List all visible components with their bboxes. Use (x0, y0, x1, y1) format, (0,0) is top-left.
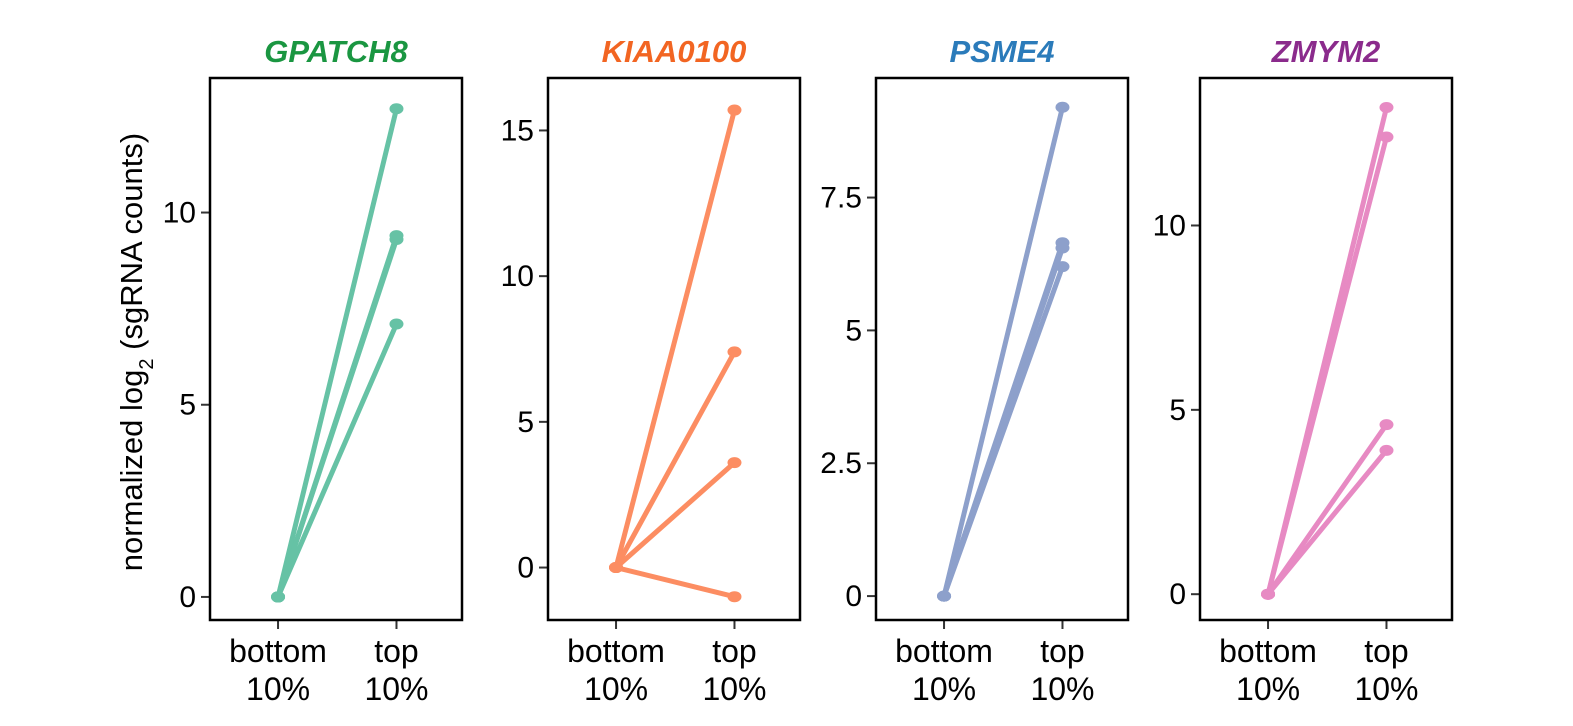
y-tick-label: 10 (1153, 209, 1186, 242)
x-tick-label-line: 10% (364, 671, 428, 707)
data-point (1055, 242, 1070, 254)
panel-title: PSME4 (949, 34, 1054, 69)
x-tick-label-line: 10% (1030, 671, 1094, 707)
series-4 (609, 562, 742, 603)
series-line (275, 236, 399, 600)
y-tick-label: 5 (179, 389, 196, 422)
data-point (727, 104, 742, 116)
x-tick-label-line: bottom (1219, 633, 1317, 669)
data-point (389, 103, 404, 115)
x-tick-label: top 10% (364, 633, 428, 707)
series-line (275, 106, 399, 600)
y-tick-label: 5 (517, 406, 534, 439)
data-point (1261, 588, 1276, 600)
series-line (613, 107, 737, 571)
y-axis-label-suffix: (sgRNA counts) (114, 133, 149, 359)
data-point (1055, 261, 1070, 273)
y-tick-label: 2.5 (820, 447, 862, 480)
data-point (1379, 131, 1394, 143)
series-line (941, 264, 1065, 599)
data-point (1379, 101, 1394, 113)
series-line (1265, 422, 1389, 597)
x-tick-label-line: 10% (246, 671, 310, 707)
x-tick-label: bottom 10% (229, 633, 327, 707)
x-tick-label-line: top (712, 633, 756, 669)
x-tick-label-line: 10% (912, 671, 976, 707)
series-4 (937, 261, 1070, 602)
x-tick-label-line: 10% (702, 671, 766, 707)
data-point (1379, 419, 1394, 431)
y-tick-label: 0 (1169, 578, 1186, 611)
x-tick-label: top 10% (702, 633, 766, 707)
data-point (1055, 101, 1070, 113)
y-axis-label: normalized log2 (sgRNA counts) (114, 133, 158, 571)
panel-frame (1198, 76, 1454, 622)
y-tick-label: 0 (845, 580, 862, 613)
x-tick-label-line: bottom (567, 633, 665, 669)
x-tick-label: bottom 10% (895, 633, 993, 707)
series-3 (1261, 419, 1394, 600)
y-tick-label: 0 (517, 552, 534, 585)
y-axis-label-subscript: 2 (136, 358, 158, 369)
y-tick-label: 15 (501, 114, 534, 147)
y-tick-label: 0 (179, 581, 196, 614)
data-point (609, 562, 624, 574)
x-tick-label: top 10% (1030, 633, 1094, 707)
data-point (727, 457, 742, 469)
series-2 (1261, 131, 1394, 600)
series-4 (1261, 444, 1394, 600)
panel-frame (874, 76, 1130, 622)
data-point (389, 233, 404, 245)
y-tick-label: 10 (501, 260, 534, 293)
x-tick-label-line: top (374, 633, 418, 669)
x-tick-label-line: bottom (895, 633, 993, 669)
x-tick-label-line: 10% (584, 671, 648, 707)
series-1 (937, 101, 1070, 602)
panel-frame (546, 76, 802, 622)
panel-title: KIAA0100 (602, 34, 747, 69)
x-tick-label: top 10% (1354, 633, 1418, 707)
x-tick-label: bottom 10% (1219, 633, 1317, 707)
series-2 (609, 346, 742, 574)
data-point (271, 591, 286, 603)
series-line (1265, 447, 1389, 597)
series-line (613, 565, 737, 600)
x-tick-label: bottom 10% (567, 633, 665, 707)
panel-frame (208, 76, 464, 622)
x-tick-label-line: bottom (229, 633, 327, 669)
x-tick-label-line: 10% (1236, 671, 1300, 707)
data-point (389, 318, 404, 330)
series-line (275, 321, 399, 600)
x-tick-label-line: top (1040, 633, 1084, 669)
y-tick-label: 5 (845, 314, 862, 347)
y-tick-label: 10 (163, 197, 196, 230)
series-line (1265, 134, 1389, 597)
series-1 (609, 104, 742, 574)
series-line (613, 460, 737, 571)
y-tick-label: 5 (1169, 394, 1186, 427)
series-line (613, 349, 737, 571)
y-axis-label-prefix: normalized log (114, 370, 149, 572)
panel-title: GPATCH8 (264, 34, 408, 69)
data-point (727, 346, 742, 358)
x-tick-label-line: 10% (1354, 671, 1418, 707)
data-point (727, 591, 742, 603)
data-point (1379, 444, 1394, 456)
y-tick-label: 7.5 (820, 182, 862, 215)
x-tick-label-line: top (1364, 633, 1408, 669)
panel-title: ZMYM2 (1271, 34, 1381, 69)
series-4 (271, 318, 404, 603)
series-line (941, 104, 1065, 599)
data-point (937, 590, 952, 602)
